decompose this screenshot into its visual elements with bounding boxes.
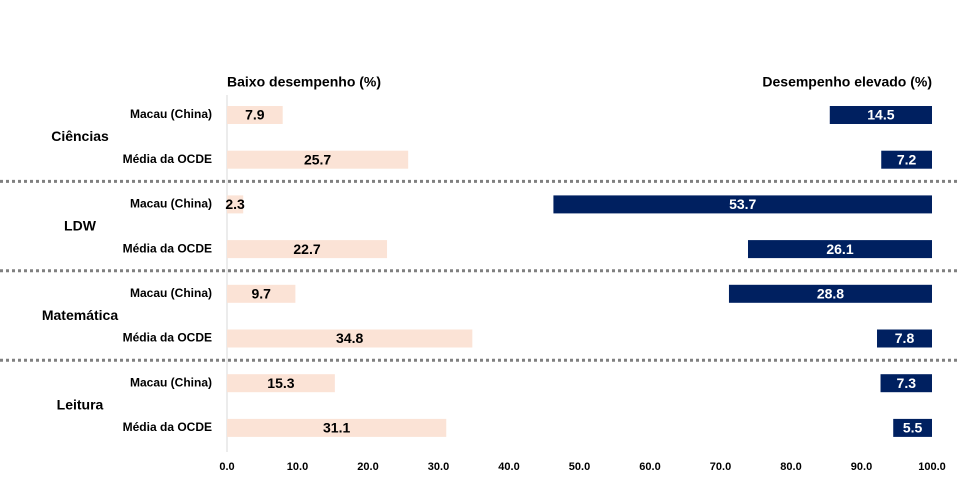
bar <box>227 240 388 259</box>
category-label: Média da OCDE <box>123 152 212 166</box>
x-tick-label: 80.0 <box>780 461 801 473</box>
value-label: 9.7 <box>251 286 271 302</box>
category-label: Média da OCDE <box>123 241 212 255</box>
x-tick-label: 10.0 <box>287 461 308 473</box>
value-label: 28.8 <box>817 286 844 302</box>
value-label: 31.1 <box>323 420 350 436</box>
bar <box>880 374 932 393</box>
bar <box>227 195 244 214</box>
category-label: Média da OCDE <box>123 420 212 434</box>
value-label: 2.3 <box>225 196 245 212</box>
category-label: Macau (China) <box>130 197 212 211</box>
legend-label: Desempenho elevado (%) <box>762 74 932 90</box>
x-tick-label: 40.0 <box>498 461 519 473</box>
group-label: Ciências <box>51 128 109 144</box>
bar <box>881 150 932 169</box>
value-label: 22.7 <box>293 241 320 257</box>
bar <box>728 284 932 303</box>
value-label: 5.5 <box>903 420 923 436</box>
value-label: 7.3 <box>897 375 917 391</box>
bar <box>227 106 283 124</box>
bar <box>553 195 932 214</box>
value-label: 7.2 <box>897 151 917 167</box>
value-label: 15.3 <box>267 375 294 391</box>
group-label: Matemática <box>42 307 118 323</box>
bar <box>829 106 932 124</box>
x-tick-label: 30.0 <box>428 461 449 473</box>
x-tick-label: 70.0 <box>710 461 731 473</box>
value-label: 25.7 <box>304 151 331 167</box>
category-label: Macau (China) <box>130 375 212 389</box>
x-tick-label: 50.0 <box>569 461 590 473</box>
value-label: 53.7 <box>729 196 756 212</box>
bar <box>227 150 409 169</box>
bar <box>893 418 932 437</box>
bar <box>227 418 447 437</box>
value-label: 7.9 <box>245 107 265 123</box>
category-label: Macau (China) <box>130 107 212 121</box>
x-tick-label: 0.0 <box>219 461 234 473</box>
category-label: Macau (China) <box>130 286 212 300</box>
legend-label: Baixo desempenho (%) <box>227 74 381 90</box>
x-tick-label: 60.0 <box>639 461 660 473</box>
group-label: LDW <box>64 217 97 233</box>
bar <box>747 240 932 259</box>
bar <box>877 329 932 348</box>
value-label: 14.5 <box>867 107 894 123</box>
x-tick-label: 20.0 <box>357 461 378 473</box>
bar <box>227 284 296 303</box>
x-tick-label: 90.0 <box>851 461 872 473</box>
value-label: 26.1 <box>826 241 853 257</box>
value-label: 7.8 <box>895 330 915 346</box>
bar <box>227 374 335 393</box>
group-label: Leitura <box>57 396 104 412</box>
x-tick-label: 100.0 <box>918 461 946 473</box>
value-label: 34.8 <box>336 330 363 346</box>
category-label: Média da OCDE <box>123 331 212 345</box>
bar <box>227 329 473 348</box>
